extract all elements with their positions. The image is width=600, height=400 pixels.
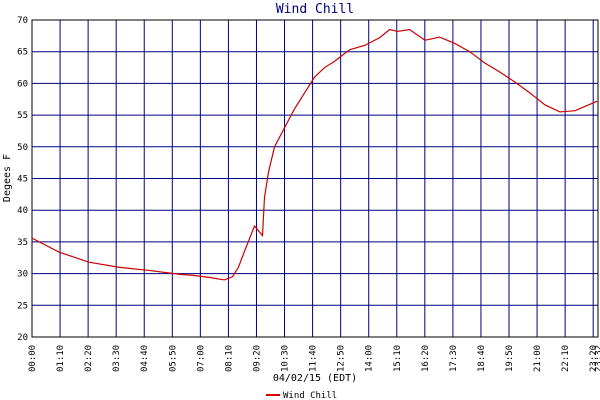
x-tick-label: 04:40 <box>140 345 150 372</box>
x-tick-label: 15:10 <box>393 345 403 372</box>
y-tick-label: 20 <box>17 333 28 343</box>
y-tick-label: 60 <box>17 79 28 89</box>
y-tick-label: 70 <box>17 16 28 26</box>
y-tick-label: 45 <box>17 175 28 185</box>
x-tick-label: 17:30 <box>449 345 459 372</box>
x-tick-label: 18:40 <box>477 345 487 372</box>
x-tick-label: 14:00 <box>365 345 375 372</box>
x-tick-label: 12:50 <box>337 345 347 372</box>
x-tick-label: 03:30 <box>112 345 122 372</box>
y-tick-label: 65 <box>17 48 28 58</box>
y-tick-label: 55 <box>17 111 28 121</box>
x-tick-label: 08:10 <box>224 345 234 372</box>
x-tick-label: 05:50 <box>168 345 178 372</box>
x-tick-label: 22:10 <box>561 345 571 372</box>
plot-border <box>31 19 599 338</box>
y-tick-label: 35 <box>17 238 28 248</box>
x-tick-label: 19:50 <box>505 345 515 372</box>
data-line <box>31 28 598 281</box>
x-tick-label: 23:32 <box>594 345 600 372</box>
y-axis-label: Degees F <box>2 154 13 202</box>
x-tick-label: 02:20 <box>84 345 94 372</box>
y-tick-label: 30 <box>17 270 28 280</box>
x-tick-label: 09:20 <box>252 345 262 372</box>
x-tick-label: 16:20 <box>421 345 431 372</box>
y-tick-label: 50 <box>17 143 28 153</box>
x-tick-label: 10:30 <box>281 345 291 372</box>
x-tick-label: 07:00 <box>196 345 206 372</box>
x-tick-label: 23:20 <box>589 345 599 372</box>
y-tick-label: 40 <box>17 206 28 216</box>
y-tick-label: 25 <box>17 301 28 311</box>
x-tick-label: 11:40 <box>309 345 319 372</box>
x-tick-label: 00:00 <box>28 345 38 372</box>
x-tick-label: 21:00 <box>533 345 543 372</box>
chart-title: Wind Chill <box>276 2 354 17</box>
x-axis-label: 04/02/15 (EDT) <box>273 373 357 384</box>
legend-label: Wind Chill <box>283 391 337 400</box>
x-tick-label: 01:10 <box>56 345 66 372</box>
